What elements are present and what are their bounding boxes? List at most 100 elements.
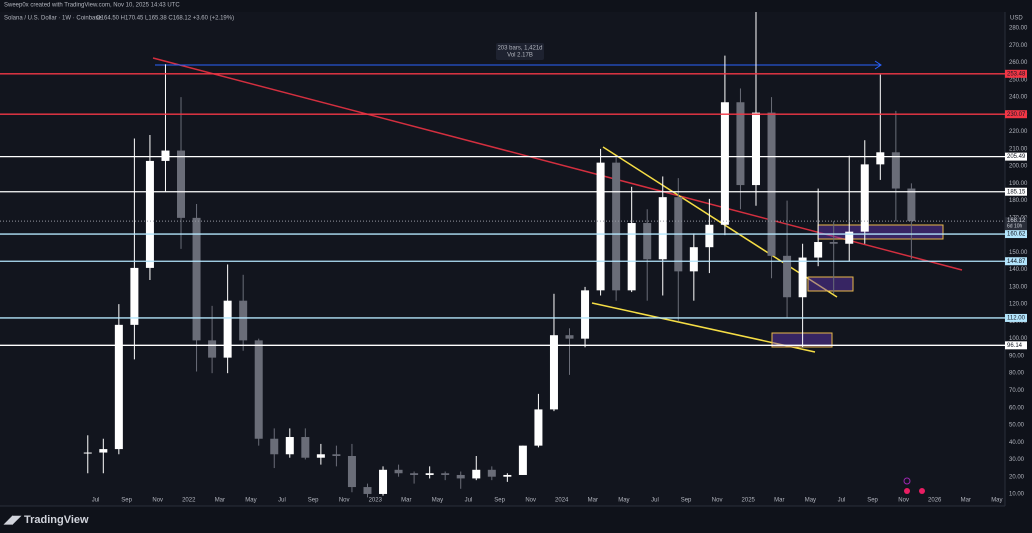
candle-body [208,340,217,358]
event-icon [903,477,911,485]
y-tick-label: 20.00 [1009,474,1025,480]
arrow-head [874,60,882,70]
x-tick-label: Jul [278,498,286,504]
candle-body [705,224,714,248]
candle-body [860,164,869,232]
trendline [591,302,816,353]
y-tick-label: 200.00 [1009,164,1028,170]
price-tag-label: 230.07 [1007,112,1026,118]
candle-body [441,473,450,475]
trendline [602,146,838,298]
candle-body [394,469,403,474]
logo-text: TradingView [24,514,89,526]
symbol-title: Solana / U.S. Dollar · 1W · Coinbase [4,16,102,22]
price-tag [1005,110,1027,119]
candle-body [425,473,434,475]
x-tick-label: 2026 [928,498,942,504]
price-tag [1005,152,1027,161]
y-tick-label: 260.00 [1009,60,1028,66]
x-tick-label: Mar [961,498,971,504]
event-icon [904,488,910,494]
y-tick-label: 100.00 [1009,336,1028,342]
y-tick-label: 120.00 [1009,302,1028,308]
y-tick-label: 90.00 [1009,353,1025,359]
candle-body [177,150,186,218]
y-tick-label: 240.00 [1009,95,1028,101]
x-tick-label: 2024 [555,498,569,504]
candle-body [565,335,574,339]
logo: ◢◤ TradingView [3,514,89,526]
y-tick-label: 150.00 [1009,250,1028,256]
x-tick-label: May [245,498,256,504]
y-tick-label: 80.00 [1009,371,1025,377]
candle-body [503,474,512,477]
x-tick-label: Jul [465,498,473,504]
x-tick-label: Mar [401,498,411,504]
candle-body [689,247,698,272]
candle-body [767,112,776,256]
x-tick-label: Mar [588,498,598,504]
candle-body [798,257,807,298]
price-tag-label: 168.12 [1007,218,1026,224]
price-tag [1005,230,1027,239]
price-tag-label: 144.87 [1007,259,1026,265]
x-tick-label: Nov [525,498,536,504]
x-tick-label: Nov [898,498,909,504]
x-tick-label: May [432,498,443,504]
candle-body [83,452,92,454]
candle-body [270,438,279,455]
candle-body [518,445,527,475]
candle-body [907,188,916,222]
candle-body [316,454,325,458]
candle-body [192,217,201,341]
candle-body [223,300,232,358]
x-tick-label: Nov [712,498,723,504]
x-tick-label: Sep [494,498,505,504]
candle-body [736,102,745,186]
candle-body [581,290,590,339]
candle-body [829,242,838,244]
y-tick-label: 140.00 [1009,267,1028,273]
y-tick-label: 60.00 [1009,405,1025,411]
candle-body [845,231,854,244]
event-icon [919,488,925,494]
candle-body [379,469,388,494]
candle-body [239,300,248,341]
candle-body [114,324,123,450]
candle-body [658,197,667,260]
x-tick-label: 2022 [182,498,196,504]
candle-body [410,473,419,475]
x-tick-label: May [618,498,629,504]
candle-body [534,409,543,446]
candle-body [783,255,792,298]
header: Sweep0x created with TradingView.com, No… [4,3,180,9]
y-tick-label: 70.00 [1009,388,1025,394]
price-tag-label: 96.14 [1007,343,1023,349]
price-tag [1005,69,1027,78]
x-tick-label: Jul [92,498,100,504]
candle-body [549,335,558,410]
price-tag [1005,217,1027,231]
x-tick-label: Nov [339,498,350,504]
candle-body [332,454,341,456]
price-tag [1005,341,1027,350]
plot-area [0,12,1005,506]
y-tick-label: 50.00 [1009,423,1025,429]
currency: USD [1010,16,1023,22]
candle-body [285,437,294,455]
price-tag [1005,187,1027,196]
x-tick-label: Sep [867,498,878,504]
candle-body [751,112,760,186]
measure-text: Vol 2.17B [507,53,533,59]
x-tick-label: Mar [215,498,225,504]
y-tick-label: 190.00 [1009,181,1028,187]
candle-body [456,474,465,479]
ohlc-text: O164.50 H170.45 L165.38 C168.12 +3.60 (+… [96,16,234,22]
candle-body [876,152,885,165]
x-tick-label: Jul [651,498,659,504]
x-tick-label: Sep [681,498,692,504]
zone-box [771,332,833,348]
candle-body [347,455,356,488]
x-tick-label: 2025 [742,498,756,504]
